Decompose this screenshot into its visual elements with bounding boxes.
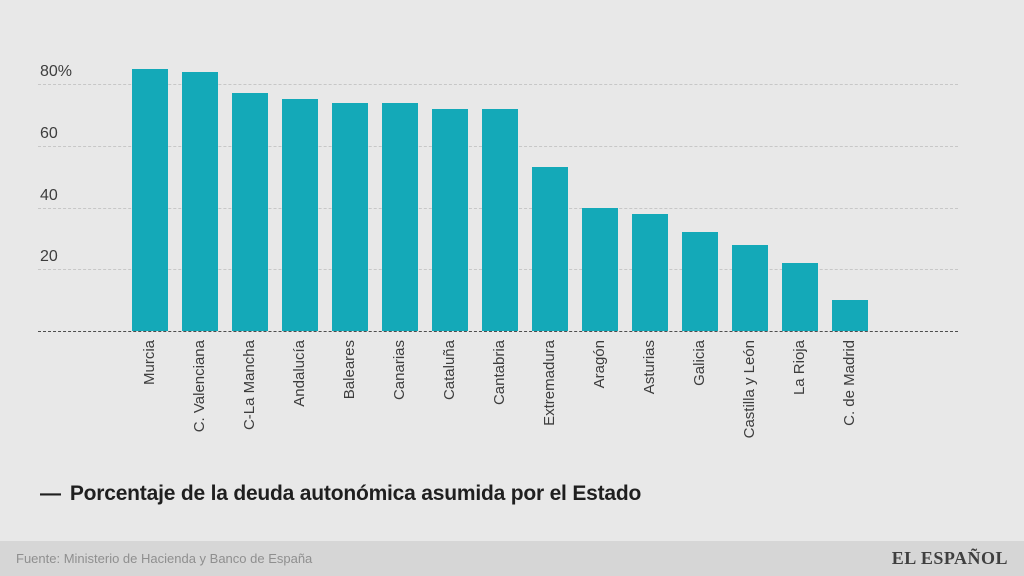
x-axis-label: C-La Mancha [241,340,258,431]
x-axis-label: La Rioja [791,340,808,396]
bar [332,102,368,331]
x-axis-label: Murcia [141,340,158,386]
y-axis-label: 60 [40,124,58,142]
bar [582,207,618,331]
bar [632,213,668,331]
bar [732,244,768,331]
x-axis-label: Extremadura [541,340,558,426]
plot-area: 80% 60 40 20 Murcia C. Valenciana C-La Mancha A… [38,63,958,439]
x-axis-label: C. de Madrid [841,340,858,426]
x-axis-label: C. Valenciana [191,340,208,433]
chart-title: Porcentaje de la deuda autonómica asumid… [69,482,642,505]
x-axis-label: Cataluña [441,340,458,401]
chart-legend: — Porcentaje de la deuda autonómica asumi… [40,482,641,506]
y-axis-label: 80% [40,63,73,80]
x-axis-label: Cantabria [491,340,508,406]
bar [232,93,268,331]
x-axis-label: Andalucía [291,340,308,407]
x-axis-label: Aragón [591,340,608,389]
x-axis-label: Castilla y León [741,340,758,439]
bar [182,71,218,331]
x-axis-baseline [38,331,958,332]
x-axis-label: Asturias [641,340,658,395]
x-axis-label: Galicia [691,340,708,386]
bar [532,167,568,331]
bar [782,263,818,331]
bar [482,108,518,331]
bar [432,108,468,331]
bar [132,68,168,331]
x-axis-label: Baleares [341,340,358,400]
bar [382,102,418,331]
source-text: Fuente: Ministerio de Hacienda y Banco d… [16,551,313,566]
bar [682,232,718,331]
y-axis-label: 40 [40,186,58,204]
footer-bar: Fuente: Ministerio de Hacienda y Banco d… [0,541,1024,576]
brand-logo: EL ESPAÑOL [891,548,1008,568]
bar [832,300,868,331]
y-axis-label: 20 [40,248,58,266]
x-axis-label: Canarias [391,340,408,401]
gridline [38,84,958,85]
bar [282,99,318,331]
legend-dash-icon: — [40,482,61,505]
